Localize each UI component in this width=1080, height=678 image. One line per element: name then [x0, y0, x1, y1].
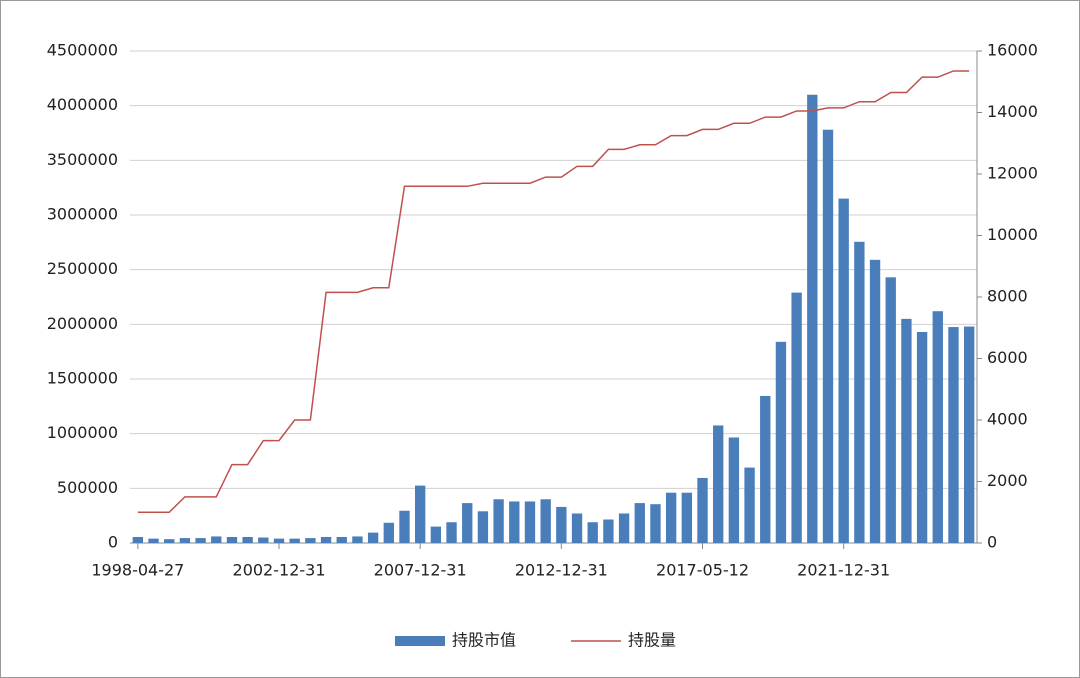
bar: [760, 395, 771, 543]
bar: [148, 538, 159, 543]
bar: [320, 536, 332, 543]
legend-label: 持股市值: [452, 631, 516, 650]
bar: [414, 485, 426, 543]
bar: [226, 536, 238, 543]
bar: [336, 536, 347, 543]
bar: [132, 536, 144, 543]
bar: [854, 241, 865, 543]
bar: [901, 318, 912, 543]
bar: [869, 259, 881, 543]
bar: [540, 499, 551, 543]
bar: [948, 327, 959, 543]
legend-swatch: [395, 636, 445, 646]
bar: [493, 499, 504, 543]
bar: [556, 506, 567, 543]
y2-tick-label: 12000: [987, 164, 1038, 183]
y2-tick-label: 10000: [987, 225, 1038, 244]
bar: [399, 510, 410, 543]
x-tick-label: 2017-05-12: [656, 561, 749, 580]
bar: [728, 437, 740, 543]
y2-tick-label: 6000: [987, 348, 1028, 367]
bar: [791, 292, 802, 543]
line: [137, 70, 970, 513]
bar: [916, 331, 928, 543]
y2-tick-label: 14000: [987, 102, 1038, 121]
bar: [352, 536, 363, 543]
y-tick-label: 1500000: [47, 369, 118, 388]
bar: [383, 522, 394, 543]
y2-tick-label: 8000: [987, 287, 1028, 306]
bar: [195, 538, 206, 543]
y-tick-label: 4500000: [47, 41, 118, 60]
bar: [650, 504, 661, 543]
bar: [273, 538, 285, 543]
bar: [179, 538, 191, 543]
bar: [446, 522, 457, 543]
bar: [665, 492, 677, 543]
bar: [258, 537, 269, 543]
y2-tick-label: 4000: [987, 410, 1028, 429]
bar: [713, 425, 724, 543]
bar: [509, 501, 520, 543]
y-tick-label: 1000000: [47, 423, 118, 442]
legend-label: 持股量: [628, 631, 676, 650]
bar: [524, 501, 536, 543]
y-tick-label: 0: [108, 533, 118, 552]
bar: [838, 198, 849, 543]
y-tick-label: 500000: [57, 478, 118, 497]
x-tick-label: 1998-04-27: [91, 561, 184, 580]
bar: [211, 536, 222, 543]
x-tick-label: 2012-12-31: [515, 561, 608, 580]
x-tick-label: 2007-12-31: [374, 561, 467, 580]
bar: [603, 519, 614, 543]
y2-tick-label: 16000: [987, 41, 1038, 60]
bar: [775, 341, 787, 543]
bar: [587, 522, 598, 543]
y2-tick-label: 2000: [987, 471, 1028, 490]
x-tick-label: 2002-12-31: [233, 561, 326, 580]
y-tick-label: 4000000: [47, 95, 118, 114]
bar: [822, 129, 834, 543]
bar: [462, 503, 473, 543]
y2-tick-label: 0: [987, 533, 997, 552]
bar: [697, 477, 708, 543]
bar: [963, 326, 975, 543]
bar: [634, 503, 645, 543]
bar: [289, 538, 300, 543]
bar: [242, 536, 253, 543]
bar: [477, 511, 489, 543]
bar: [305, 538, 316, 543]
bar: [164, 539, 175, 543]
x-tick-label: 2021-12-31: [797, 561, 890, 580]
bar: [571, 513, 583, 543]
y-tick-label: 3500000: [47, 150, 118, 169]
bar: [367, 532, 379, 543]
bar: [681, 492, 693, 543]
bar: [618, 513, 630, 543]
y-tick-label: 3000000: [47, 205, 118, 224]
y-tick-label: 2500000: [47, 259, 118, 278]
y-tick-label: 2000000: [47, 314, 118, 333]
bar: [744, 467, 755, 543]
bar: [430, 526, 442, 543]
bar: [932, 311, 943, 543]
bar: [885, 277, 896, 543]
bar: [807, 94, 818, 543]
